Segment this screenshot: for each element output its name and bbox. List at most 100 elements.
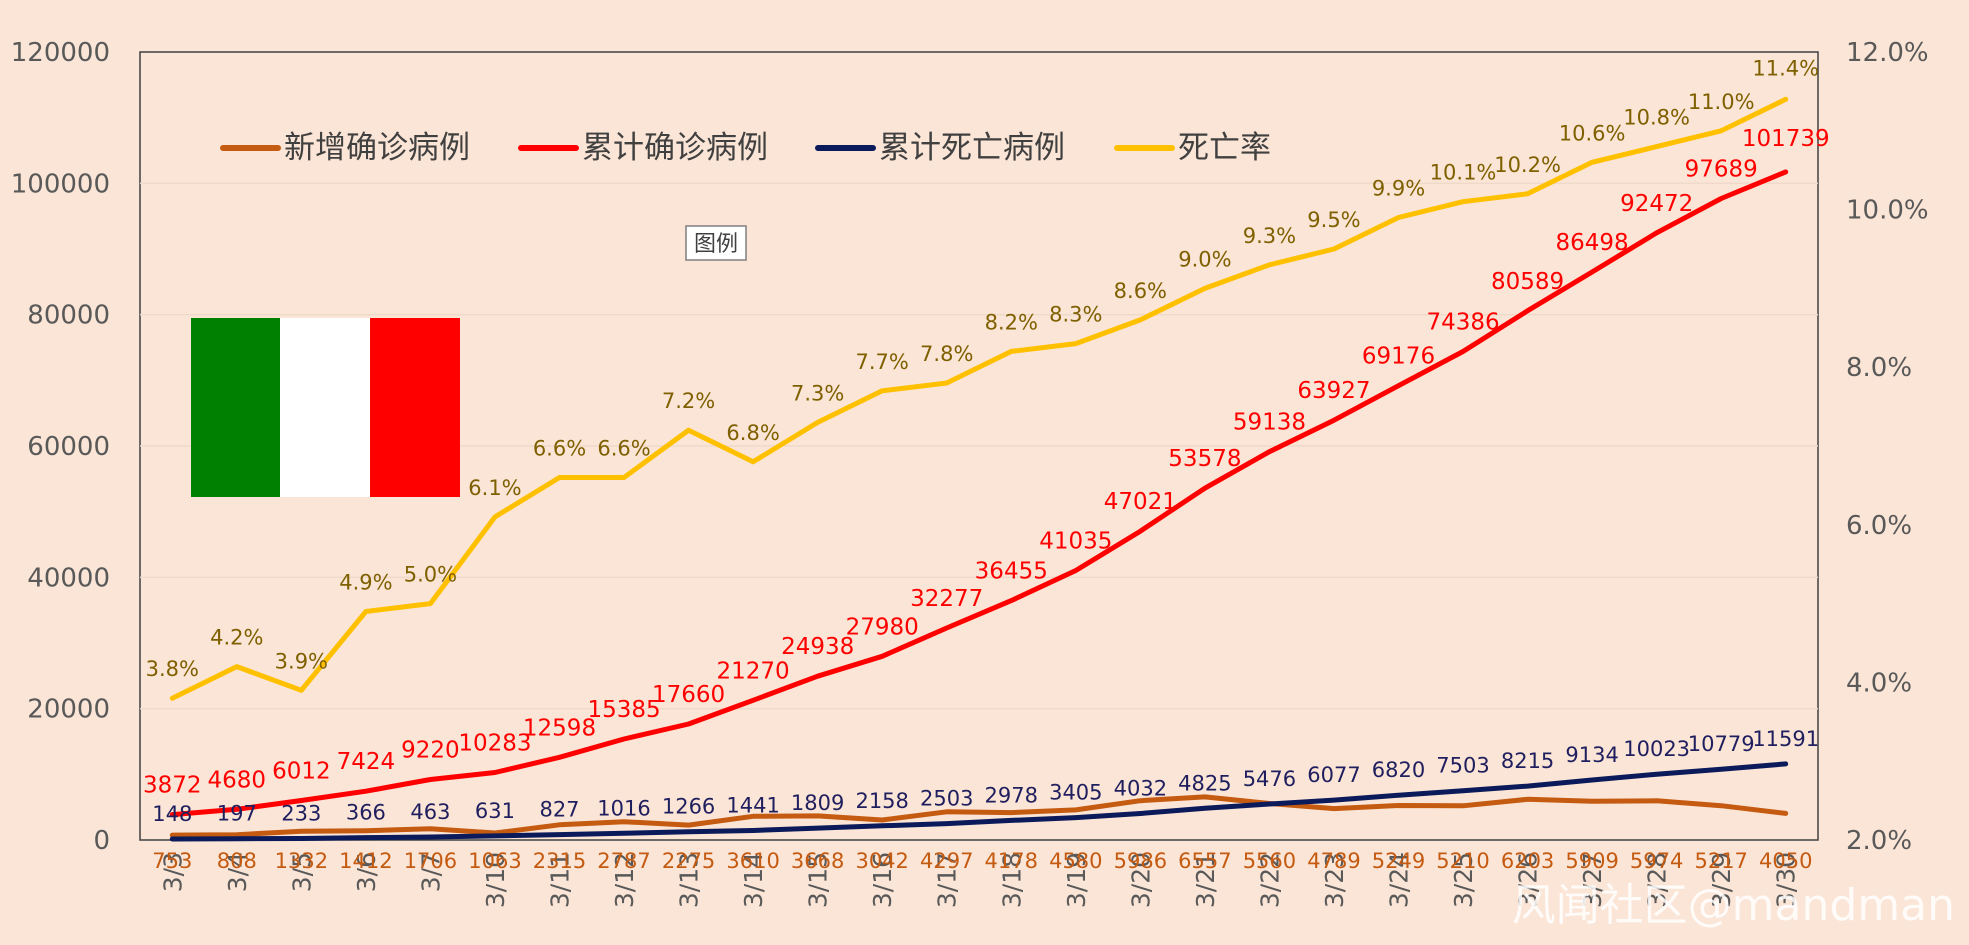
data-label: 9.0% <box>1178 247 1231 271</box>
data-label: 5210 <box>1436 849 1489 873</box>
right-tick-label: 2.0% <box>1846 826 1912 856</box>
data-label: 4178 <box>985 849 1038 873</box>
data-label: 8215 <box>1501 749 1554 773</box>
data-label: 11.4% <box>1752 56 1819 80</box>
data-label: 8.6% <box>1114 279 1167 303</box>
data-label: 4825 <box>1178 771 1231 795</box>
x-tick-label: 3/30 <box>1772 852 1801 908</box>
data-label: 21270 <box>717 658 790 684</box>
x-tick-label: 3/16 <box>868 852 897 908</box>
data-label: 10283 <box>458 730 531 756</box>
legend-item: 新增确诊病例 <box>220 130 470 166</box>
watermark: 风闻社区@mandman <box>1512 880 1955 931</box>
data-label: 5476 <box>1243 767 1296 791</box>
data-label: 2978 <box>985 783 1038 807</box>
right-tick-label: 4.0% <box>1846 668 1912 698</box>
gridlines <box>140 182 1818 710</box>
x-tick-label: 3/26 <box>1514 852 1543 908</box>
data-label: 4032 <box>1114 777 1167 801</box>
data-label: 101739 <box>1742 126 1830 152</box>
data-label: 15385 <box>587 697 660 723</box>
data-label: 12598 <box>523 715 596 741</box>
x-tick-label: 3/10 <box>481 852 510 908</box>
data-label: 4297 <box>920 849 973 873</box>
data-label: 7.7% <box>856 350 909 374</box>
x-tick-label: 3/4 <box>223 852 252 892</box>
data-label: 47021 <box>1104 489 1177 515</box>
x-tick-label: 3/6 <box>352 852 381 892</box>
data-label: 6203 <box>1501 849 1554 873</box>
data-label: 3.9% <box>275 649 328 673</box>
data-label: 3668 <box>791 849 844 873</box>
x-tick-label: 3/13 <box>675 852 704 908</box>
data-label: 1412 <box>339 849 392 873</box>
data-labels: 753 808 1332 1412 1706 1063 2315 2787 2275 3610 36… <box>143 56 1830 873</box>
x-tick-label: 3/7 <box>416 852 445 892</box>
data-label: 1063 <box>468 849 521 873</box>
data-label: 4680 <box>208 767 267 793</box>
right-tick-label: 12.0% <box>1846 38 1929 68</box>
left-tick-label: 40000 <box>27 563 110 593</box>
data-label: 3.8% <box>146 657 199 681</box>
series-line-3 <box>169 96 1789 701</box>
flag-green-stripe <box>191 318 280 497</box>
data-label: 6.8% <box>726 421 779 445</box>
data-label: 148 <box>152 802 192 826</box>
data-label: 2315 <box>533 849 586 873</box>
x-tick-label: 3/5 <box>287 852 316 892</box>
data-label: 4789 <box>1307 849 1360 873</box>
data-label: 6820 <box>1372 758 1425 782</box>
data-label: 9.3% <box>1243 224 1296 248</box>
data-label: 1809 <box>791 791 844 815</box>
data-label: 4.2% <box>210 626 263 650</box>
legend-label: 累计死亡病例 <box>879 130 1065 166</box>
x-tick-label: 3/19 <box>1062 852 1091 908</box>
x-tick-label: 3/12 <box>610 852 639 908</box>
data-label: 5909 <box>1565 849 1618 873</box>
x-tick-label: 3/27 <box>1578 852 1607 908</box>
x-tick-label: 3/20 <box>1126 852 1155 908</box>
data-label: 7.3% <box>791 381 844 405</box>
data-label: 53578 <box>1168 446 1241 472</box>
data-label: 9.5% <box>1307 208 1360 232</box>
data-label: 5974 <box>1630 849 1683 873</box>
left-axis: 0 20000 40000 60000 80000 100000 120000 <box>11 38 110 856</box>
data-label: 5249 <box>1372 849 1425 873</box>
data-label: 1266 <box>662 795 715 819</box>
data-label: 5.0% <box>404 563 457 587</box>
data-label: 1441 <box>726 794 779 818</box>
data-label: 24938 <box>781 634 854 660</box>
left-tick-label: 80000 <box>27 301 110 331</box>
data-label: 7.2% <box>662 389 715 413</box>
data-label: 97689 <box>1685 157 1758 183</box>
data-label: 5986 <box>1114 849 1167 873</box>
flag-white-stripe <box>280 318 370 497</box>
data-label: 233 <box>281 801 321 825</box>
data-label: 6.1% <box>468 476 521 500</box>
x-tick-label: 3/18 <box>997 852 1026 908</box>
x-tick-label: 3/28 <box>1643 852 1672 908</box>
data-label: 6557 <box>1178 849 1231 873</box>
data-label: 7.8% <box>920 342 973 366</box>
x-tick-label: 3/15 <box>804 852 833 908</box>
flag-red-stripe <box>370 318 460 497</box>
legend-item: 累计死亡病例 <box>815 130 1065 166</box>
data-label: 3042 <box>855 849 908 873</box>
legend-note: 图例 <box>694 232 738 257</box>
data-label: 41035 <box>1039 529 1112 555</box>
data-label: 10.2% <box>1494 153 1561 177</box>
legend-note-box: 图例 <box>685 225 747 261</box>
data-label: 2158 <box>855 789 908 813</box>
x-tick-label: 3/14 <box>739 852 768 908</box>
data-label: 59138 <box>1233 410 1306 436</box>
data-label: 9134 <box>1565 743 1618 767</box>
data-label: 2787 <box>597 849 650 873</box>
data-label: 6.6% <box>533 437 586 461</box>
x-tick-label: 3/25 <box>1449 852 1478 908</box>
italy-flag <box>191 318 460 497</box>
data-label: 827 <box>539 798 579 822</box>
data-label: 69176 <box>1362 344 1435 370</box>
left-tick-label: 120000 <box>11 38 110 68</box>
data-label: 6077 <box>1307 763 1360 787</box>
